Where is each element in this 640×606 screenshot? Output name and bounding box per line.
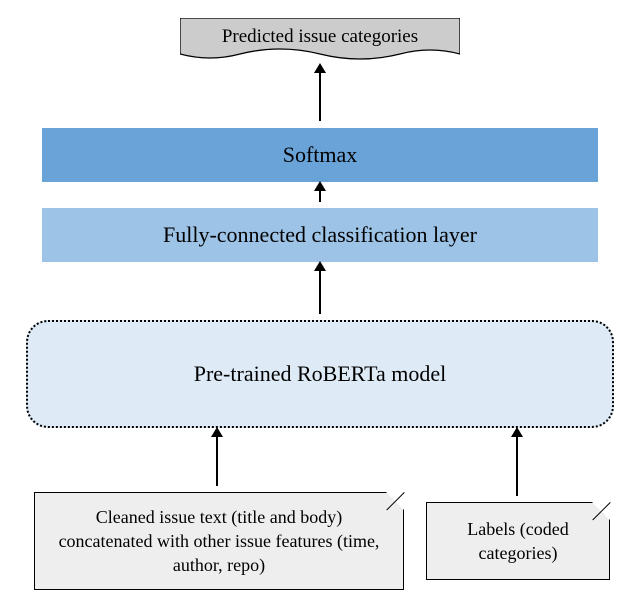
node-input-labels: Labels (coded categories) (426, 502, 610, 580)
node-softmax: Softmax (42, 128, 598, 182)
arrow-inputlabels-roberta (516, 435, 518, 496)
node-output-label: Predicted issue categories (180, 18, 460, 64)
node-output: Predicted issue categories (180, 18, 460, 64)
node-input-text-label: Cleaned issue text (title and body) conc… (49, 505, 389, 578)
node-input-text: Cleaned issue text (title and body) conc… (34, 492, 404, 590)
fold-line-icon (592, 502, 610, 520)
node-fc: Fully-connected classification layer (42, 208, 598, 262)
node-fc-label: Fully-connected classification layer (163, 222, 477, 248)
diagram-canvas: Predicted issue categories Softmax Fully… (0, 0, 640, 606)
fold-line-icon (386, 492, 404, 510)
node-roberta-label: Pre-trained RoBERTa model (194, 361, 447, 387)
arrow-softmax-output (319, 71, 321, 121)
arrow-inputtext-roberta (216, 435, 218, 486)
node-softmax-label: Softmax (283, 142, 358, 168)
node-roberta: Pre-trained RoBERTa model (26, 320, 614, 428)
arrow-roberta-fc (319, 269, 321, 314)
arrow-fc-softmax (319, 189, 321, 202)
node-input-labels-label: Labels (coded categories) (441, 517, 595, 566)
